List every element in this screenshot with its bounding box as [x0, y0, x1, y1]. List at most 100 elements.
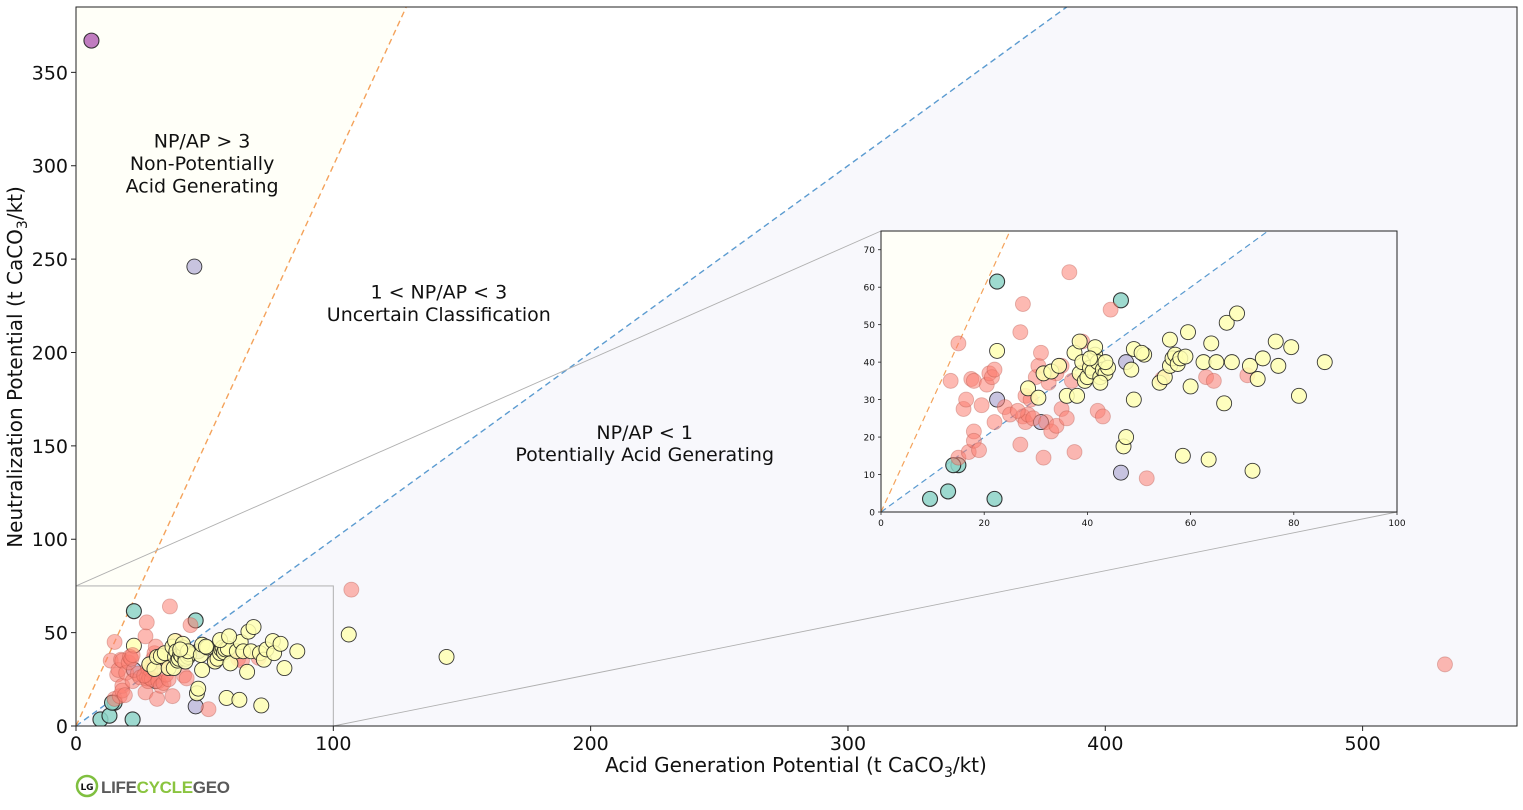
inset-point-yellow — [1254, 350, 1271, 367]
inset-y-tick-label: 60 — [864, 284, 876, 294]
inset-point-yellow — [1216, 395, 1233, 412]
inset-point-salmon — [986, 414, 1003, 431]
inset-y-tick-label: 50 — [864, 321, 876, 331]
x-tick-label: 300 — [830, 733, 866, 755]
data-point-yellow — [194, 662, 211, 678]
inset-point-yellow — [1208, 354, 1225, 371]
lifecyclegeo-logo: LG LIFECYCLEGEO — [75, 774, 230, 798]
data-point-yellow — [221, 628, 238, 645]
region-label-0-2: Acid Generating — [126, 175, 279, 197]
data-point-yellow — [172, 641, 189, 658]
inset-point-yellow — [1182, 378, 1199, 395]
data-point-yellow — [340, 626, 357, 643]
data-point-salmon — [1436, 656, 1453, 673]
data-point-yellow — [272, 635, 289, 652]
logo-prefix: LIFE — [101, 778, 137, 797]
data-point-salmon — [124, 647, 141, 663]
ratio-line-1 — [76, 7, 1068, 726]
data-point-teal — [125, 603, 142, 620]
data-point-salmon — [182, 617, 199, 634]
data-point-lavender — [186, 258, 203, 275]
inset-point-yellow — [1291, 387, 1307, 404]
x-tick-label: 400 — [1087, 733, 1123, 755]
data-point-teal — [124, 711, 141, 726]
logo-badge-icon — [75, 774, 99, 798]
x-tick-label: 200 — [573, 733, 609, 755]
inset-point-yellow — [1118, 429, 1135, 446]
region-label-0-0: NP/AP > 3 — [154, 130, 251, 152]
data-point-yellow — [190, 680, 207, 697]
inset-point-salmon — [942, 372, 959, 389]
logo-suffix: GEO — [193, 778, 230, 797]
data-point-salmon — [161, 598, 178, 615]
inset-point-salmon — [1058, 410, 1075, 427]
inset-point-salmon — [950, 335, 967, 352]
pag-region — [76, 7, 1517, 726]
data-point-salmon — [138, 614, 155, 631]
inset-frame — [880, 230, 1398, 513]
inset-x-tick-label: 40 — [1082, 519, 1094, 529]
y-tick-label: 350 — [32, 62, 68, 84]
region-label-0-1: Non-Potentially — [130, 153, 275, 175]
data-point-salmon — [164, 688, 181, 705]
inset-point-teal — [1112, 292, 1129, 309]
data-point-yellow — [253, 697, 270, 714]
inset-point-salmon — [1061, 264, 1078, 281]
inset-point-yellow — [1133, 344, 1150, 361]
inset-point-salmon — [1012, 436, 1029, 453]
inset-point-yellow — [1020, 380, 1037, 397]
inset-y-tick-label: 0 — [869, 509, 875, 519]
inset-point-salmon — [1102, 301, 1119, 318]
inset-point-yellow — [1316, 354, 1333, 371]
inset-point-yellow — [1249, 371, 1266, 387]
y-tick-label: 50 — [44, 623, 68, 645]
region-label-1-1: Uncertain Classification — [327, 304, 551, 326]
data-point-yellow — [289, 643, 306, 660]
inset-point-yellow — [1092, 374, 1109, 391]
inset-point-salmon — [1009, 402, 1026, 419]
inset-chart: 0 20 40 60 80 100 0 10 20 30 40 50 60 70 — [864, 230, 1406, 529]
region-label-2-1: Potentially Acid Generating — [515, 444, 774, 466]
inset-y-tick-label: 70 — [864, 246, 876, 256]
y-tick-label: 200 — [32, 342, 68, 364]
data-point-purple — [83, 32, 100, 49]
data-point-salmon — [343, 581, 360, 598]
inset-point-yellow — [1180, 324, 1196, 341]
data-point-salmon — [178, 670, 195, 687]
logo-badge-text: LG — [80, 783, 93, 793]
main-points — [83, 32, 1453, 726]
inset-point-yellow — [1223, 354, 1240, 371]
region-label-2-0: NP/AP < 1 — [596, 422, 693, 444]
inset-x-tick-label: 60 — [1185, 519, 1197, 529]
x-axis-label: Acid Generation Potential (t CaCO3/kt) — [605, 753, 987, 781]
inset-point-yellow — [1030, 389, 1047, 406]
inset-point-yellow — [1125, 391, 1142, 408]
data-point-salmon — [106, 634, 123, 650]
inset-point-teal — [986, 490, 1003, 507]
inset-point-yellow — [1174, 447, 1191, 464]
x-tick-label: 500 — [1344, 733, 1380, 755]
inset-point-salmon — [1014, 296, 1031, 313]
y-tick-label: 250 — [32, 249, 68, 271]
zoom-connector-top — [75, 230, 882, 587]
inset-point-yellow — [1071, 333, 1088, 350]
inset-point-yellow — [1162, 331, 1178, 348]
inset-point-yellow — [1082, 350, 1098, 367]
inset-y-tick-label: 40 — [864, 359, 876, 369]
inset-point-salmon — [1048, 417, 1065, 434]
data-point-yellow — [231, 691, 248, 708]
x-tick-label: 100 — [315, 733, 351, 755]
y-tick-label: 100 — [32, 529, 68, 551]
y-tick-label: 150 — [32, 436, 68, 458]
data-point-salmon — [116, 687, 133, 704]
inset-point-salmon — [1012, 324, 1029, 341]
inset-point-yellow — [1267, 333, 1284, 350]
data-point-yellow — [438, 648, 455, 665]
inset-point-yellow — [1069, 387, 1086, 404]
inset-point-yellow — [1200, 451, 1217, 468]
inset-point-yellow — [1270, 357, 1287, 374]
